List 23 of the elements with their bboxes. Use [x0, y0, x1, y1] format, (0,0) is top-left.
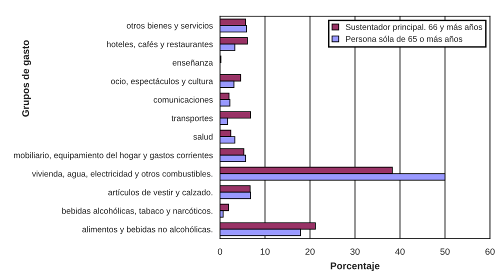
x-tick-label: 30: [350, 248, 360, 255]
x-tick-label: 10: [260, 248, 270, 255]
x-tick-label: 40: [395, 248, 405, 255]
y-tick-label: transportes: [172, 116, 213, 123]
y-tick-label: ocio, espectáculos y cultura: [111, 78, 214, 86]
legend-label: Sustentador principal. 66 y más años: [346, 24, 482, 32]
y-tick-label: bebidas alcohólicas, tabaco y narcóticos.: [62, 208, 212, 216]
x-axis-title: Porcentaje: [330, 262, 380, 271]
y-tick-label: otros bienes y servicios: [126, 22, 213, 30]
y-tick-label: enseñanza: [172, 60, 214, 66]
legend-label: Persona sóla de 65 o más años: [346, 36, 462, 42]
y-tick-label: vivienda, agua, electricidad y otros combustibles.: [32, 170, 212, 178]
x-tick-label: 0: [218, 248, 222, 255]
x-tick-label: 60: [485, 248, 495, 255]
y-tick-label: alimentos y bebidas no alcohólicas.: [82, 226, 212, 234]
y-tick-label: hoteles, cafés y restaurantes: [107, 40, 213, 49]
y-tick-label: artículos de vestir y calzado.: [108, 189, 212, 197]
y-tick-label: salud: [193, 134, 213, 140]
y-tick-label: comunicaciones: [154, 96, 213, 103]
x-tick-label: 20: [305, 248, 315, 255]
y-tick-label: mobiliario, equipamiento del hogar y gastos corrientes: [14, 152, 213, 160]
y-axis-title: Grupos de gasto: [22, 40, 31, 117]
x-tick-label: 50: [440, 248, 450, 255]
